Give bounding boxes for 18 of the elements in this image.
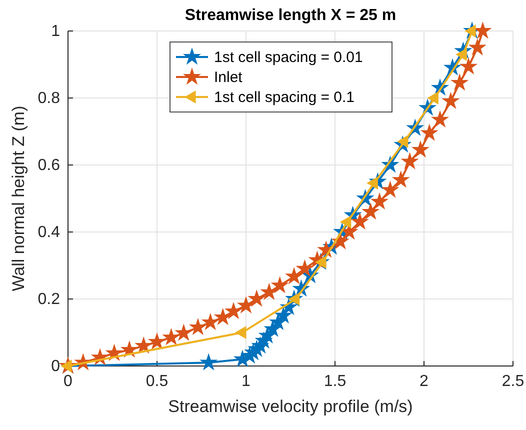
x-tick-label: 1.5 (324, 373, 346, 390)
x-axis-title: Streamwise velocity profile (m/s) (168, 397, 413, 416)
legend-label: 1st cell spacing = 0.01 (214, 49, 363, 66)
legend-label: 1st cell spacing = 0.1 (214, 89, 355, 106)
x-tick-label: 1 (242, 373, 251, 390)
y-tick-label: 0.8 (38, 90, 60, 107)
y-tick-label: 1 (51, 23, 60, 40)
y-axis-title: Wall normal height Z (m) (9, 106, 28, 292)
x-tick-label: 2.5 (502, 373, 524, 390)
chart-title: Streamwise length X = 25 m (184, 7, 396, 24)
x-tick-label: 2 (420, 373, 429, 390)
legend-label: Inlet (214, 69, 244, 86)
y-tick-label: 0 (51, 358, 60, 375)
y-tick-label: 0.6 (38, 157, 60, 174)
y-tick-label: 0.2 (38, 291, 60, 308)
y-tick-label: 0.4 (38, 224, 60, 241)
x-tick-label: 0 (64, 373, 73, 390)
x-tick-label: 0.5 (146, 373, 168, 390)
